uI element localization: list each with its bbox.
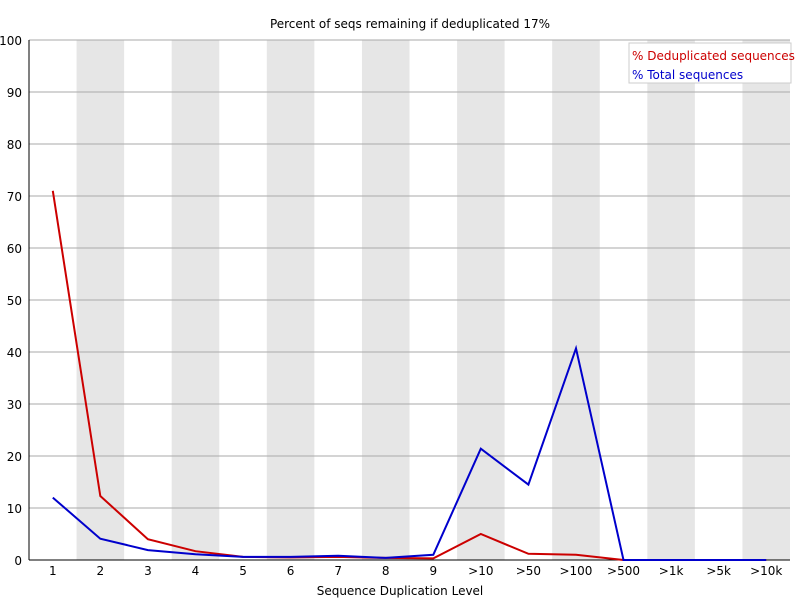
y-tick-label: 60	[7, 242, 22, 256]
y-tick-label: 70	[7, 190, 22, 204]
x-tick-label: >10	[468, 564, 493, 578]
y-tick-label: 90	[7, 86, 22, 100]
x-tick-labels: 1 2 3 4 5 6 7 8 9 >10 >50 >100 >500 >1k >5k >10k	[49, 564, 782, 578]
x-tick-label: >5k	[706, 564, 731, 578]
x-tick-label: 2	[97, 564, 105, 578]
x-tick-label: 8	[382, 564, 390, 578]
x-tick-label: 6	[287, 564, 295, 578]
y-tick-label: 20	[7, 450, 22, 464]
y-tick-label: 80	[7, 138, 22, 152]
y-tick-label: 10	[7, 502, 22, 516]
x-tick-label: >10k	[750, 564, 782, 578]
x-tick-label: 1	[49, 564, 57, 578]
x-tick-label: >500	[607, 564, 640, 578]
legend: % Deduplicated sequences % Total sequenc…	[628, 42, 795, 84]
y-tick-label: 40	[7, 346, 22, 360]
x-tick-label: >50	[516, 564, 541, 578]
series-lines	[51, 190, 767, 561]
x-axis-label: Sequence Duplication Level	[317, 584, 484, 598]
y-tick-label: 100	[0, 34, 22, 48]
legend-box	[628, 42, 792, 84]
x-tick-label: 7	[334, 564, 342, 578]
x-tick-label: 9	[429, 564, 437, 578]
y-tick-labels: 0 10 20 30 40 50 60 70 80 90 100	[0, 34, 22, 568]
legend-entry-total: % Total sequences	[632, 68, 743, 82]
legend-entry-deduplicated: % Deduplicated sequences	[632, 49, 795, 63]
y-tick-label: 50	[7, 294, 22, 308]
x-tick-label: 4	[192, 564, 200, 578]
series-line-total	[52, 344, 767, 561]
y-tick-label: 30	[7, 398, 22, 412]
x-tick-label: >100	[559, 564, 592, 578]
x-tick-label: >1k	[659, 564, 684, 578]
y-tick-label: 0	[14, 554, 22, 568]
x-tick-label: 3	[144, 564, 152, 578]
gridlines	[29, 39, 790, 509]
chart-title: Percent of seqs remaining if deduplicate…	[270, 17, 550, 31]
x-tick-label: 5	[239, 564, 247, 578]
